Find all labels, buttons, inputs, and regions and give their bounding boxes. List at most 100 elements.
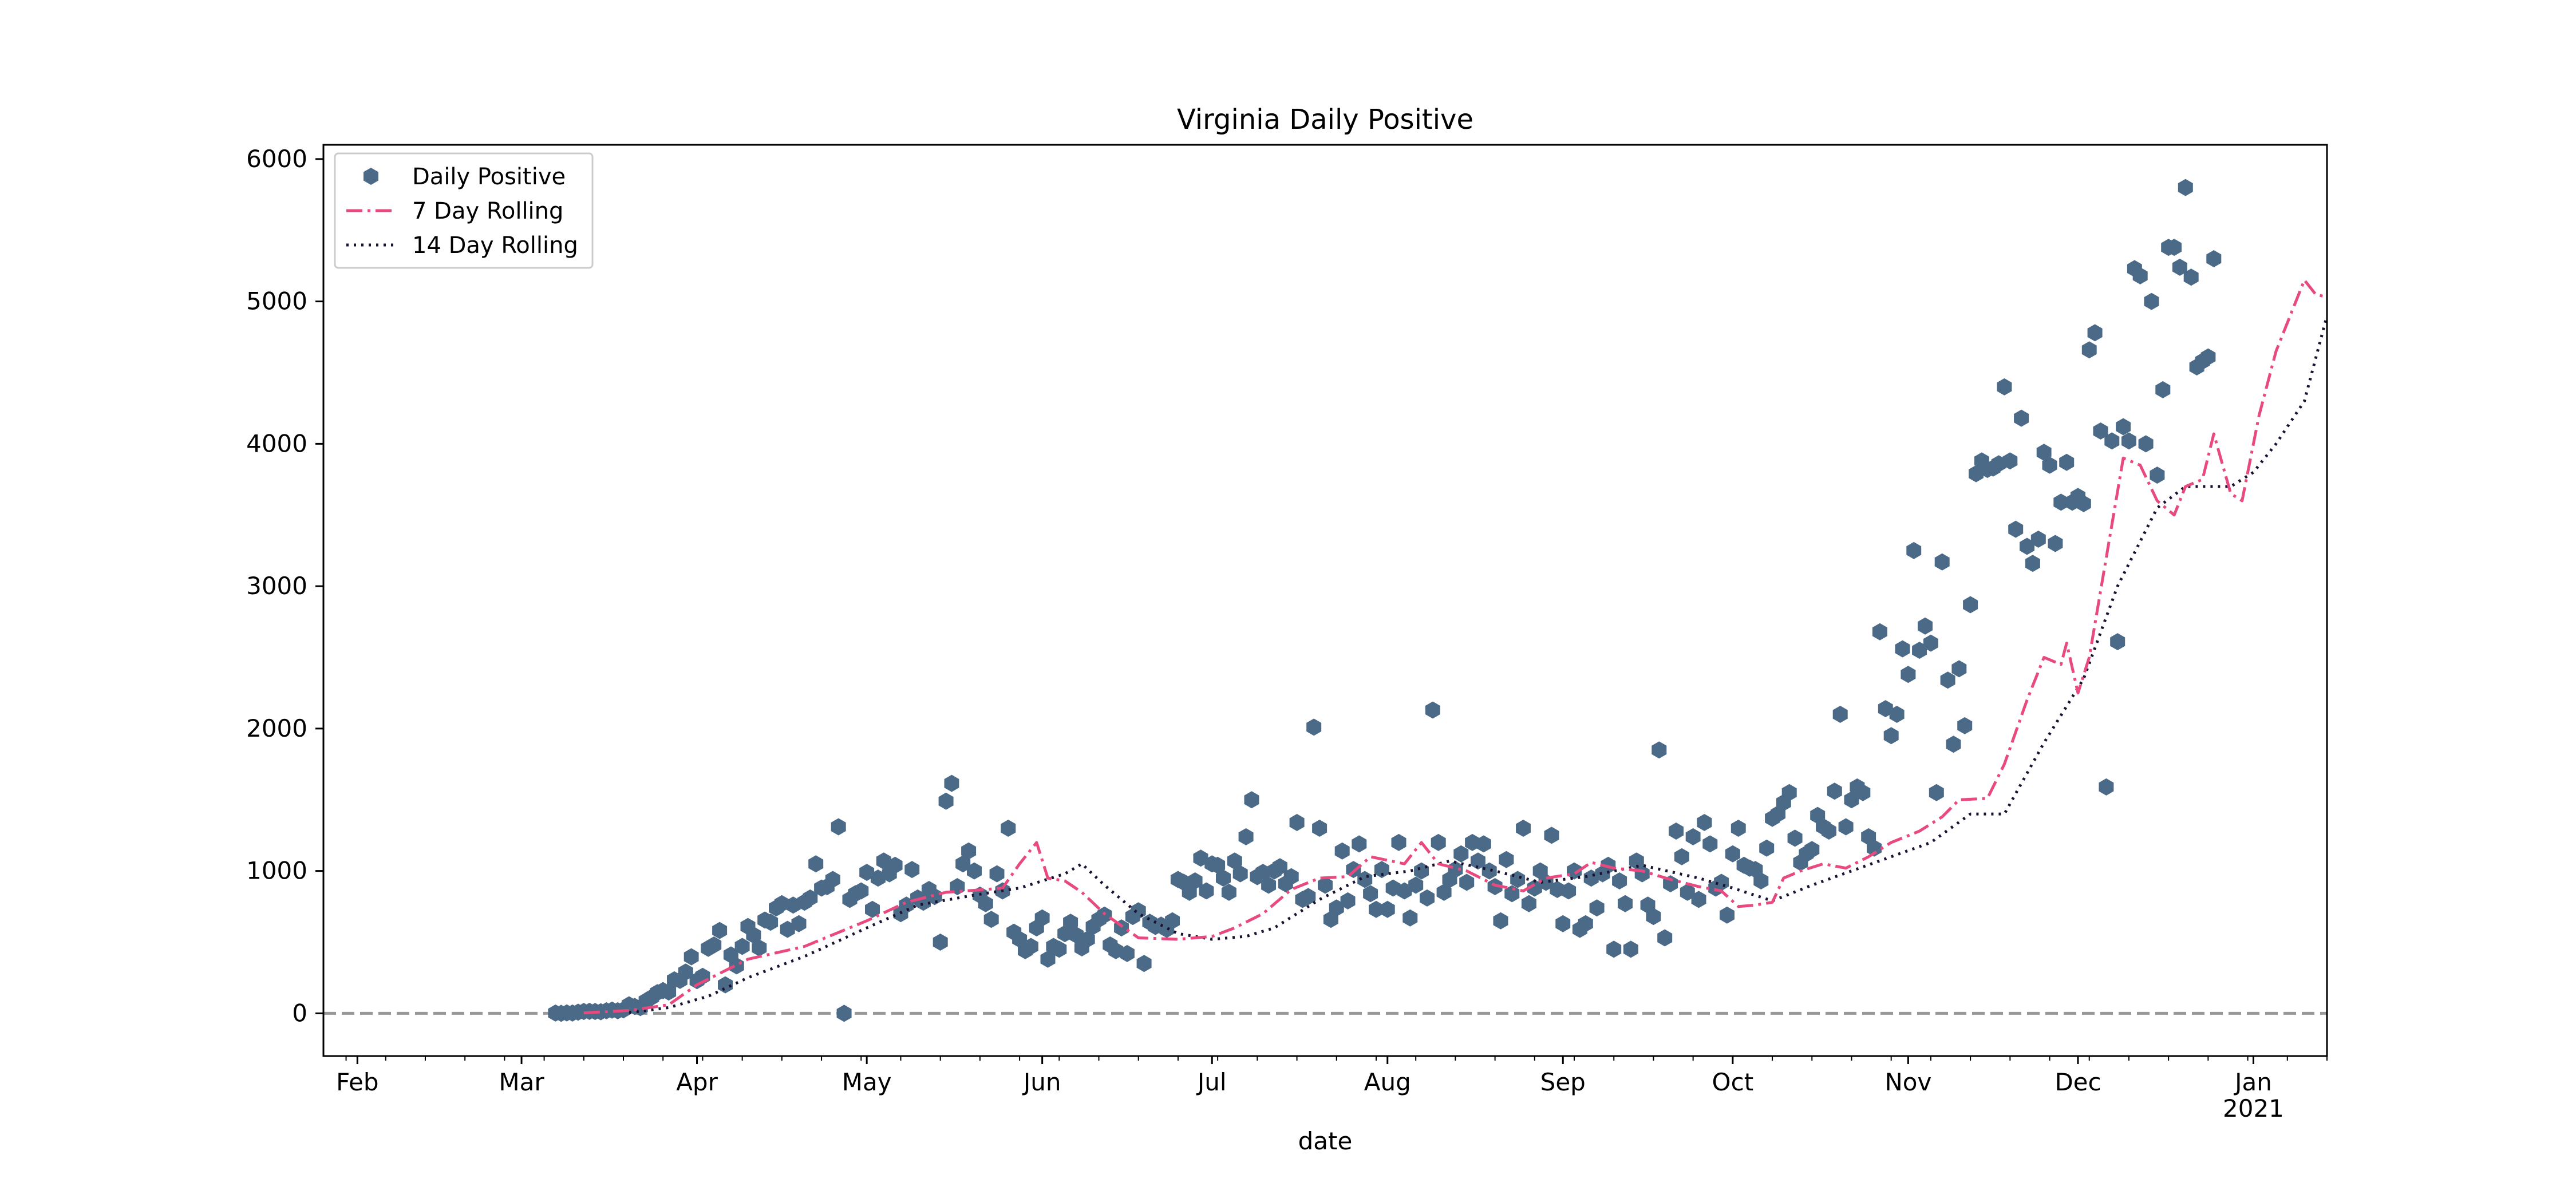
daily-positive-point <box>1878 700 1893 718</box>
daily-positive-point <box>2042 456 2057 474</box>
daily-positive-point <box>1481 862 1497 880</box>
legend-label: Daily Positive <box>412 164 566 190</box>
daily-positive-point <box>808 855 824 873</box>
daily-positive-point <box>2002 452 2018 470</box>
daily-positive-point <box>791 915 807 932</box>
daily-positive-point <box>1459 873 1475 891</box>
x-tick-label: Mar <box>499 1068 544 1096</box>
daily-positive-point <box>1465 833 1480 851</box>
daily-positive-point <box>1165 912 1180 930</box>
daily-positive-point <box>1352 835 1367 853</box>
daily-positive-point <box>2008 520 2024 538</box>
daily-positive-point <box>1918 617 1933 635</box>
daily-positive-point <box>1283 868 1299 885</box>
daily-positive-point <box>859 864 875 881</box>
daily-positive-point <box>2087 324 2103 342</box>
daily-positive-point <box>1629 852 1644 870</box>
x-axis-label: date <box>1298 1127 1353 1155</box>
daily-positive-point <box>1753 872 1769 889</box>
daily-positive-point <box>1589 899 1605 917</box>
daily-positive-point <box>1697 814 1712 831</box>
x-tick-label: Sep <box>1540 1068 1586 1096</box>
x-tick-label: Apr <box>676 1068 718 1096</box>
daily-positive-point <box>1136 955 1152 972</box>
y-tick-label: 0 <box>292 999 307 1027</box>
daily-positive-point <box>2030 531 2046 548</box>
daily-positive-point <box>1034 909 1050 927</box>
daily-positive-point <box>774 895 789 912</box>
daily-positive-point <box>1516 820 1531 837</box>
daily-positive-point <box>899 896 914 914</box>
daily-positive-point <box>1521 895 1536 912</box>
daily-positive-point <box>734 938 750 955</box>
daily-positive-point <box>1334 842 1350 860</box>
daily-positive-point <box>2206 250 2222 267</box>
daily-positive-point <box>1702 835 1718 853</box>
daily-positive-point <box>1844 791 1859 809</box>
daily-positive-point <box>1244 791 1259 809</box>
daily-positive-point <box>2093 422 2108 440</box>
daily-positive-point <box>1544 827 1559 844</box>
daily-positive-point <box>752 939 767 956</box>
daily-positive-point <box>2076 495 2091 512</box>
daily-positive-point <box>1997 378 2012 396</box>
daily-positive-point <box>1804 841 1820 859</box>
daily-positive-point <box>1957 717 1973 734</box>
daily-positive-point <box>2138 435 2154 453</box>
daily-positive-point <box>803 889 818 907</box>
legend-box <box>334 152 594 269</box>
daily-positive-point <box>1906 541 1922 559</box>
daily-positive-point <box>2144 292 2159 310</box>
x-tick-label: Dec <box>2055 1068 2101 1096</box>
daily-positive-point <box>1612 872 1627 889</box>
daily-positive-point <box>1855 784 1871 801</box>
y-tick-label: 2000 <box>246 714 307 742</box>
daily-positive-point <box>1730 820 1746 837</box>
daily-positive-point <box>1680 883 1695 901</box>
daily-positive-point <box>1080 931 1095 948</box>
daily-positive-point <box>1261 876 1277 894</box>
daily-positive-point <box>1210 856 1226 874</box>
daily-positive-point <box>2167 239 2182 256</box>
x-tick-label: Jul <box>1196 1068 1227 1096</box>
daily-positive-point <box>1555 915 1571 932</box>
daily-positive-point <box>1385 879 1401 897</box>
daily-positive-point <box>1991 455 2006 473</box>
daily-positive-point <box>944 774 959 792</box>
daily-positive-point <box>1369 900 1384 918</box>
x-tick-label: May <box>842 1068 892 1096</box>
daily-positive-point <box>967 862 982 880</box>
daily-positive-point <box>1685 828 1701 845</box>
daily-positive-point <box>785 896 801 914</box>
series-daily-positive <box>548 179 2222 1022</box>
legend-marker-daily <box>364 168 378 185</box>
daily-positive-point <box>978 895 993 912</box>
daily-positive-point <box>1001 820 1016 837</box>
daily-positive-point <box>1363 885 1378 903</box>
daily-positive-point <box>1674 848 1689 865</box>
daily-positive-point <box>1425 701 1440 719</box>
daily-positive-point <box>1420 889 1435 907</box>
daily-positive-point <box>1901 666 1916 683</box>
daily-positive-point <box>2150 466 2165 484</box>
daily-positive-point <box>1867 839 1882 857</box>
daily-positive-point <box>2081 341 2097 359</box>
daily-positive-point <box>870 869 886 887</box>
daily-positive-point <box>989 865 1005 883</box>
daily-positive-point <box>2183 268 2199 286</box>
daily-positive-point <box>1781 784 1797 801</box>
daily-positive-point <box>1527 879 1542 897</box>
daily-positive-point <box>865 900 880 918</box>
daily-positive-point <box>1374 861 1389 879</box>
daily-positive-point <box>876 852 891 870</box>
daily-positive-point <box>1306 718 1322 736</box>
x-tick-label: Feb <box>336 1068 378 1096</box>
daily-positive-point <box>1550 881 1565 898</box>
daily-positive-point <box>1069 926 1084 944</box>
daily-positive-point <box>1583 869 1599 887</box>
daily-positive-point <box>1963 596 1978 614</box>
daily-positive-point <box>2121 432 2136 450</box>
daily-positive-point <box>1759 839 1775 857</box>
daily-positive-point <box>1476 835 1491 853</box>
